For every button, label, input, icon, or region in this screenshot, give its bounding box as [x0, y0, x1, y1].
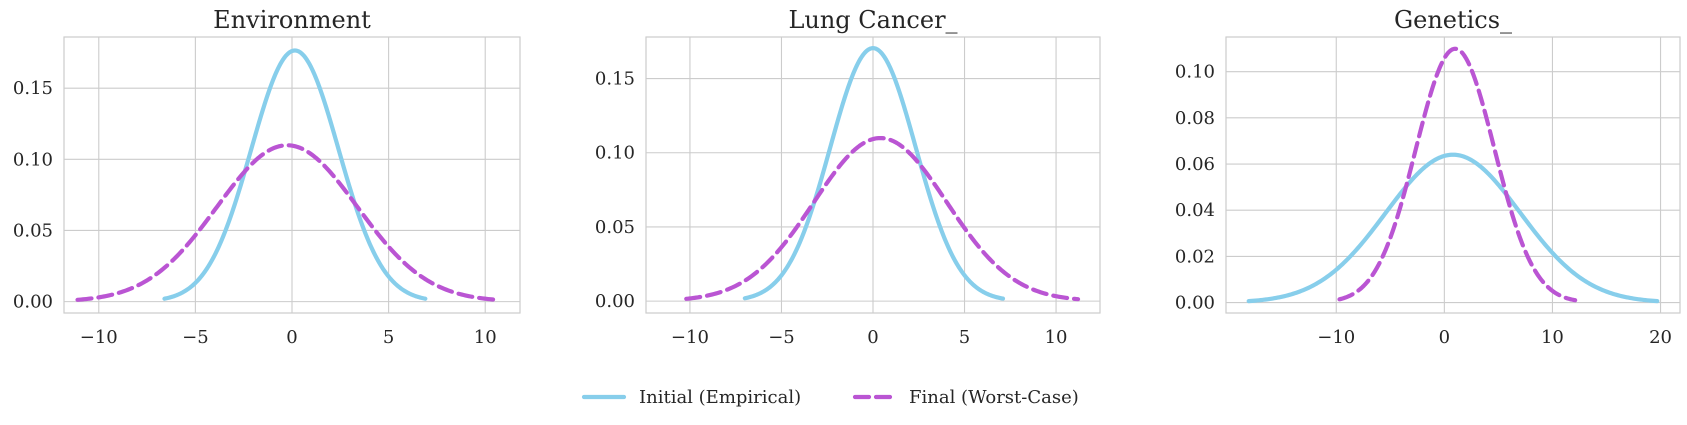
series-initial-empirical: [1246, 152, 1660, 304]
y-tick-label: 0.00: [595, 291, 635, 312]
y-tick-label: 0.15: [13, 78, 53, 99]
x-tick-label: 0: [286, 327, 297, 348]
y-tick-label: 0.04: [1175, 200, 1215, 221]
y-tick-label: 0.10: [1175, 62, 1215, 83]
series-final-worst-case: [684, 135, 1081, 302]
chart-panels: −10 −5 0 5 100.000.050.100.15Environment−10−…: [13, 6, 1681, 348]
x-tick-label: 0: [867, 327, 878, 348]
x-tick-label: 0: [1439, 327, 1450, 348]
y-tick-label: 0.10: [13, 149, 53, 170]
series-initial-empirical: [742, 46, 1006, 301]
x-tick-label: 5: [959, 327, 970, 348]
chart-title: Environment: [213, 6, 371, 34]
x-tick-label: −5: [182, 327, 209, 348]
y-tick-label: 0.10: [595, 143, 635, 164]
chart-genetics: −10 0 10 20 0.00 0.02 0.04 0.06 0.08 0.10 Genetics…: [1175, 6, 1681, 348]
x-tick-label: 10: [1045, 327, 1068, 348]
series-initial-empirical: [162, 48, 428, 301]
y-tick-label: 0.15: [595, 69, 635, 90]
y-tick-label: 0.05: [13, 220, 53, 241]
y-tick-label: 0.02: [1175, 246, 1215, 267]
chart-title: Genetics_: [1394, 6, 1512, 34]
plot-frame: [1225, 36, 1681, 314]
plot-frame: [645, 36, 1101, 314]
x-tick-label: 20: [1649, 327, 1672, 348]
y-tick-label: 0.00: [13, 292, 53, 313]
x-tick-label: −10: [671, 327, 709, 348]
x-tick-label: 5: [383, 327, 394, 348]
x-tick-label: 10: [1541, 327, 1564, 348]
plot-frame: [63, 36, 521, 314]
x-tick-label: −10: [80, 327, 118, 348]
series-final-worst-case: [1337, 46, 1578, 303]
chart-environment: −10 −5 0 5 10 0.00 0.05 0.10 0.15 Environment: [13, 6, 521, 348]
series-final-worst-case: [75, 143, 499, 302]
legend-label-final: Final (Worst-Case): [909, 387, 1079, 408]
x-tick-label: 10: [474, 327, 497, 348]
x-tick-label: −10: [1317, 327, 1355, 348]
x-tick-label: −5: [768, 327, 795, 348]
legend: Initial (Empirical) Final (Worst-Case): [581, 387, 1079, 408]
chart-lung-cancer: −10 −5 0 5 10 0.00 0.05 0.10 0.15 Lung Cancer_: [595, 6, 1101, 348]
y-tick-label: 0.00: [1175, 293, 1215, 314]
y-tick-label: 0.06: [1175, 154, 1215, 175]
y-tick-label: 0.05: [595, 217, 635, 238]
y-tick-label: 0.08: [1175, 108, 1215, 129]
legend-label-initial: Initial (Empirical): [639, 387, 801, 408]
chart-title: Lung Cancer_: [788, 6, 957, 34]
